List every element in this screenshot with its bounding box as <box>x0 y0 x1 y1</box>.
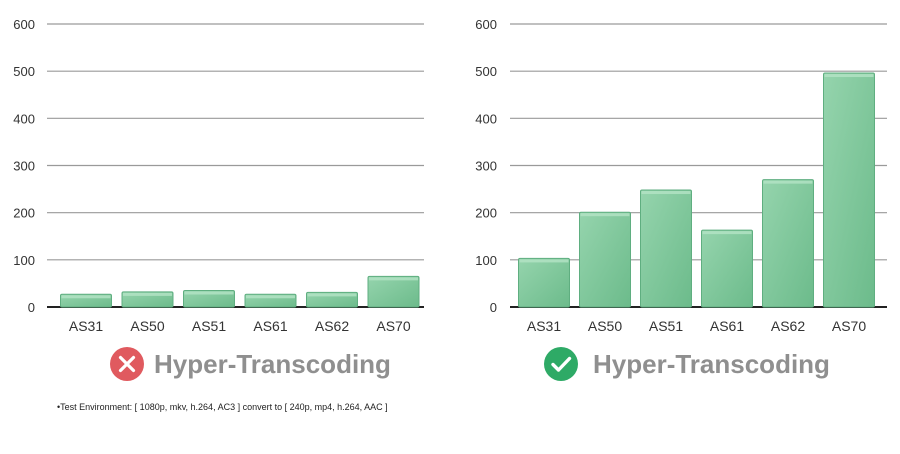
bar-as51 <box>183 289 235 308</box>
bar-highlight <box>824 74 874 78</box>
x-category-label: AS61 <box>710 318 744 334</box>
bar-highlight <box>307 293 357 297</box>
bar-as31 <box>518 257 570 308</box>
bar-highlight <box>184 291 234 295</box>
y-axis-ticks: 0 100 200 300 400 500 600 <box>475 17 497 315</box>
bar-as51 <box>640 189 692 308</box>
bars <box>518 72 875 308</box>
test-environment-footnote: •Test Environment: [ 1080p, mkv, h.264, … <box>57 402 388 412</box>
y-tick-label: 300 <box>475 159 497 174</box>
status-caption: Hyper-Transcoding <box>110 347 391 381</box>
y-tick-label: 400 <box>475 111 497 126</box>
check-circle-icon <box>544 347 578 381</box>
x-category-label: AS31 <box>69 318 103 334</box>
x-category-label: AS62 <box>315 318 349 334</box>
x-category-label: AS70 <box>832 318 866 334</box>
x-category-label: AS51 <box>649 318 683 334</box>
chart-without-hyper-transcoding: 0 100 200 300 400 500 600 AS31 AS50 AS51 AS61 AS62… <box>13 17 424 381</box>
bar-as62 <box>762 179 814 308</box>
x-axis-categories: AS31 AS50 AS51 AS61 AS62 AS70 <box>527 318 866 334</box>
bar-as70 <box>367 275 420 308</box>
y-tick-label: 500 <box>475 64 497 79</box>
y-tick-label: 200 <box>475 206 497 221</box>
x-category-label: AS62 <box>771 318 805 334</box>
bar-highlight <box>61 295 111 299</box>
chart-caption: Hyper-Transcoding <box>154 349 391 379</box>
y-tick-label: 100 <box>475 253 497 268</box>
gridlines <box>47 23 424 308</box>
y-tick-label: 600 <box>13 17 35 32</box>
chart-with-hyper-transcoding: 0 100 200 300 400 500 600 AS31 AS50 AS51 AS61 AS62… <box>475 17 887 381</box>
bar-as50 <box>579 211 631 308</box>
x-circle-icon <box>110 347 144 381</box>
x-axis-categories: AS31 AS50 AS51 AS61 AS62 AS70 <box>69 318 411 334</box>
bar-as61 <box>701 229 753 308</box>
status-caption: Hyper-Transcoding <box>544 347 830 381</box>
bar-highlight <box>580 213 630 217</box>
bar-highlight <box>123 292 172 296</box>
bars <box>60 275 420 308</box>
y-tick-label: 200 <box>13 206 35 221</box>
y-tick-label: 0 <box>490 300 497 315</box>
x-category-label: AS50 <box>130 318 164 334</box>
bar-highlight <box>641 191 691 195</box>
y-tick-label: 400 <box>13 111 35 126</box>
y-tick-label: 500 <box>13 64 35 79</box>
bar-highlight <box>763 180 813 184</box>
y-tick-label: 600 <box>475 17 497 32</box>
x-category-label: AS31 <box>527 318 561 334</box>
bar-as70 <box>823 72 875 308</box>
y-tick-label: 0 <box>28 300 35 315</box>
y-axis-ticks: 0 100 200 300 400 500 600 <box>13 17 35 315</box>
bar-highlight <box>519 259 569 263</box>
x-category-label: AS50 <box>588 318 622 334</box>
bar-highlight <box>369 277 418 281</box>
y-tick-label: 100 <box>13 253 35 268</box>
x-category-label: AS70 <box>376 318 410 334</box>
x-category-label: AS61 <box>253 318 287 334</box>
x-category-label: AS51 <box>192 318 226 334</box>
bar-highlight <box>246 295 295 299</box>
bar-highlight <box>702 231 752 235</box>
y-tick-label: 300 <box>13 159 35 174</box>
chart-caption: Hyper-Transcoding <box>593 349 830 379</box>
